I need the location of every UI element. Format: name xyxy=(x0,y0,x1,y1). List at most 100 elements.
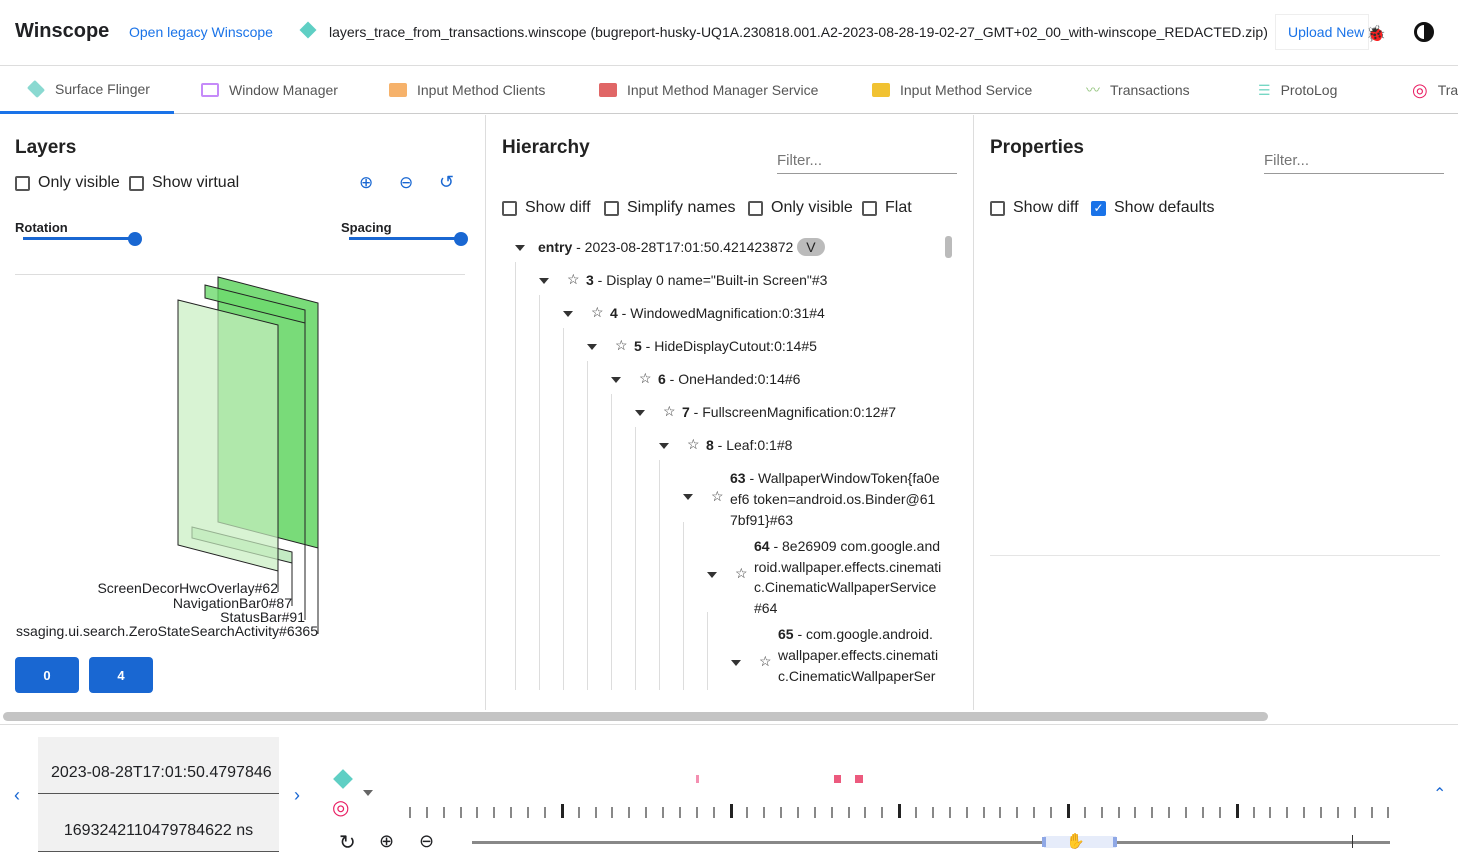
timeline-entry-tick[interactable] xyxy=(1033,807,1036,818)
timeline-selection-window[interactable] xyxy=(1044,836,1116,848)
zoom-in-icon[interactable]: ⊕ xyxy=(379,831,395,851)
star-icon[interactable]: ☆ xyxy=(711,488,724,504)
tab-transitions[interactable]: ◎ Tra xyxy=(1412,66,1458,114)
show-defaults-checkbox[interactable]: ✓ Show defaults xyxy=(1091,199,1215,217)
timeline-entry-tick[interactable] xyxy=(847,807,850,818)
only-visible-checkbox[interactable]: Only visible xyxy=(748,199,853,217)
tree-node-entry[interactable]: entry - 2023-08-28T17:01:50.421423872 V xyxy=(538,237,825,257)
tab-surface-flinger[interactable]: Surface Flinger xyxy=(0,66,174,114)
tree-node[interactable]: 65 - com.google.android.wallpaper.effect… xyxy=(778,624,942,687)
timeline-entry-tick[interactable] xyxy=(729,804,733,818)
star-icon[interactable]: ☆ xyxy=(591,304,604,320)
timeline-entry-tick[interactable] xyxy=(1370,807,1373,818)
timeline-entry-tick[interactable] xyxy=(510,807,513,818)
timeline-entry-tick[interactable] xyxy=(1336,807,1339,818)
timeline-entry-tick[interactable] xyxy=(543,807,546,818)
tree-node[interactable]: 6 - OneHanded:0:14#6 xyxy=(658,369,800,389)
tree-node[interactable]: 4 - WindowedMagnification:0:31#4 xyxy=(610,303,825,323)
spacing-slider-thumb[interactable] xyxy=(454,232,468,246)
timeline-entry-tick[interactable] xyxy=(965,807,968,818)
timeline-entry-tick[interactable] xyxy=(1269,807,1272,818)
timeline-entry-tick[interactable] xyxy=(1168,807,1171,818)
timeline-entry-tick[interactable] xyxy=(1201,807,1204,818)
zoom-in-icon[interactable]: ⊕ xyxy=(359,173,374,192)
tree-scrollbar[interactable] xyxy=(945,236,952,258)
selection-handle-left[interactable] xyxy=(1042,837,1046,847)
timeline-entry-tick[interactable] xyxy=(898,804,902,818)
tab-input-method-manager-service[interactable]: Input Method Manager Service xyxy=(599,66,818,114)
expand-arrow-icon[interactable] xyxy=(683,494,693,500)
timeline-slider-track[interactable] xyxy=(472,841,1390,844)
timeline-entry-tick[interactable] xyxy=(864,807,867,818)
timeline-entry-tick[interactable] xyxy=(813,807,816,818)
timeline-entry-tick[interactable] xyxy=(611,807,614,818)
star-icon[interactable]: ☆ xyxy=(639,370,652,386)
timeline-entry-tick[interactable] xyxy=(527,807,530,818)
star-icon[interactable]: ☆ xyxy=(735,565,748,581)
tab-window-manager[interactable]: Window Manager xyxy=(201,66,338,114)
timeline-entry-tick[interactable] xyxy=(1387,807,1390,818)
expand-arrow-icon[interactable] xyxy=(539,278,549,284)
tab-input-method-service[interactable]: Input Method Service xyxy=(872,66,1032,114)
timeline-entry-tick[interactable] xyxy=(560,804,564,818)
timeline-entry-tick[interactable] xyxy=(459,807,462,818)
timeline-entry-tick[interactable] xyxy=(493,807,496,818)
layers-trace-icon[interactable] xyxy=(333,769,353,789)
timeline-entry-tick[interactable] xyxy=(1083,807,1086,818)
timeline-entry-tick[interactable] xyxy=(1353,807,1356,818)
timeline-entry-tick[interactable] xyxy=(695,807,698,818)
expand-arrow-icon[interactable] xyxy=(659,443,669,449)
horizontal-scrollbar[interactable] xyxy=(3,712,1268,721)
timeline-entry-tick[interactable] xyxy=(780,807,783,818)
layer-label[interactable]: ScreenDecorHwcOverlay#62 xyxy=(97,580,278,596)
expand-arrow-icon[interactable] xyxy=(563,311,573,317)
timeline-entry-tick[interactable] xyxy=(594,807,597,818)
timeline-entry-tick[interactable] xyxy=(1235,804,1239,818)
trace-selector-dropdown-icon[interactable] xyxy=(363,790,373,796)
timeline-entry-tick[interactable] xyxy=(797,807,799,818)
spacing-slider[interactable] xyxy=(349,237,461,240)
timeline-entry-tick[interactable] xyxy=(628,807,631,818)
layers-3d-view[interactable] xyxy=(0,270,480,650)
timeline-entry-tick[interactable] xyxy=(1066,804,1070,818)
reset-zoom-icon[interactable]: ↻ xyxy=(339,832,356,854)
tree-node[interactable]: 7 - FullscreenMagnification:0:12#7 xyxy=(682,402,896,422)
timeline-entry-tick[interactable] xyxy=(645,807,648,818)
star-icon[interactable]: ☆ xyxy=(567,271,580,287)
timeline-entry-tick[interactable] xyxy=(409,807,411,818)
expand-arrow-icon[interactable] xyxy=(515,245,525,251)
zoom-out-icon[interactable]: ⊖ xyxy=(419,831,435,851)
timeline-entry-tick[interactable] xyxy=(830,807,833,818)
expand-arrow-icon[interactable] xyxy=(611,377,621,383)
hierarchy-tree[interactable]: entry - 2023-08-28T17:01:50.421423872 V … xyxy=(500,232,957,690)
timeline-entry-tick[interactable] xyxy=(999,807,1002,818)
layer-label[interactable]: StatusBar#91 xyxy=(220,609,305,625)
tab-input-method-clients[interactable]: Input Method Clients xyxy=(389,66,545,114)
timeline-entry-tick[interactable] xyxy=(1252,807,1255,818)
rotation-slider[interactable] xyxy=(23,237,135,240)
timeline-entry-tick[interactable] xyxy=(931,807,934,818)
timeline-entry-tick[interactable] xyxy=(1303,807,1306,818)
upload-new-button[interactable]: Upload New xyxy=(1275,14,1369,50)
timeline-entry-tick[interactable] xyxy=(982,807,985,818)
display-button-0[interactable]: 0 xyxy=(15,657,79,693)
expand-arrow-icon[interactable] xyxy=(707,572,717,578)
only-visible-checkbox[interactable]: Only visible xyxy=(15,174,120,192)
theme-toggle-icon[interactable] xyxy=(1414,22,1434,42)
expand-arrow-icon[interactable] xyxy=(635,410,645,416)
tab-transactions[interactable]: 〰 Transactions xyxy=(1086,66,1190,114)
timeline-entry-tick[interactable] xyxy=(662,807,665,818)
timeline-entry-tick[interactable] xyxy=(1151,807,1154,818)
timeline-entry-tick[interactable] xyxy=(881,807,884,818)
timeline-entry-tick[interactable] xyxy=(577,807,580,818)
timeline-entry-tick[interactable] xyxy=(1100,807,1103,818)
timeline-entry-tick[interactable] xyxy=(712,807,715,818)
show-virtual-checkbox[interactable]: Show virtual xyxy=(129,174,239,192)
rotation-slider-thumb[interactable] xyxy=(128,232,142,246)
layer-label[interactable]: ssaging.ui.search.ZeroStateSearchActivit… xyxy=(16,623,318,639)
timeline-entry-tick[interactable] xyxy=(915,807,918,818)
prev-entry-icon[interactable]: ‹ xyxy=(14,785,20,805)
timeline-entry-tick[interactable] xyxy=(1050,807,1053,818)
hierarchy-filter-input[interactable] xyxy=(777,148,957,174)
timeline-entry-tick[interactable] xyxy=(746,807,749,818)
